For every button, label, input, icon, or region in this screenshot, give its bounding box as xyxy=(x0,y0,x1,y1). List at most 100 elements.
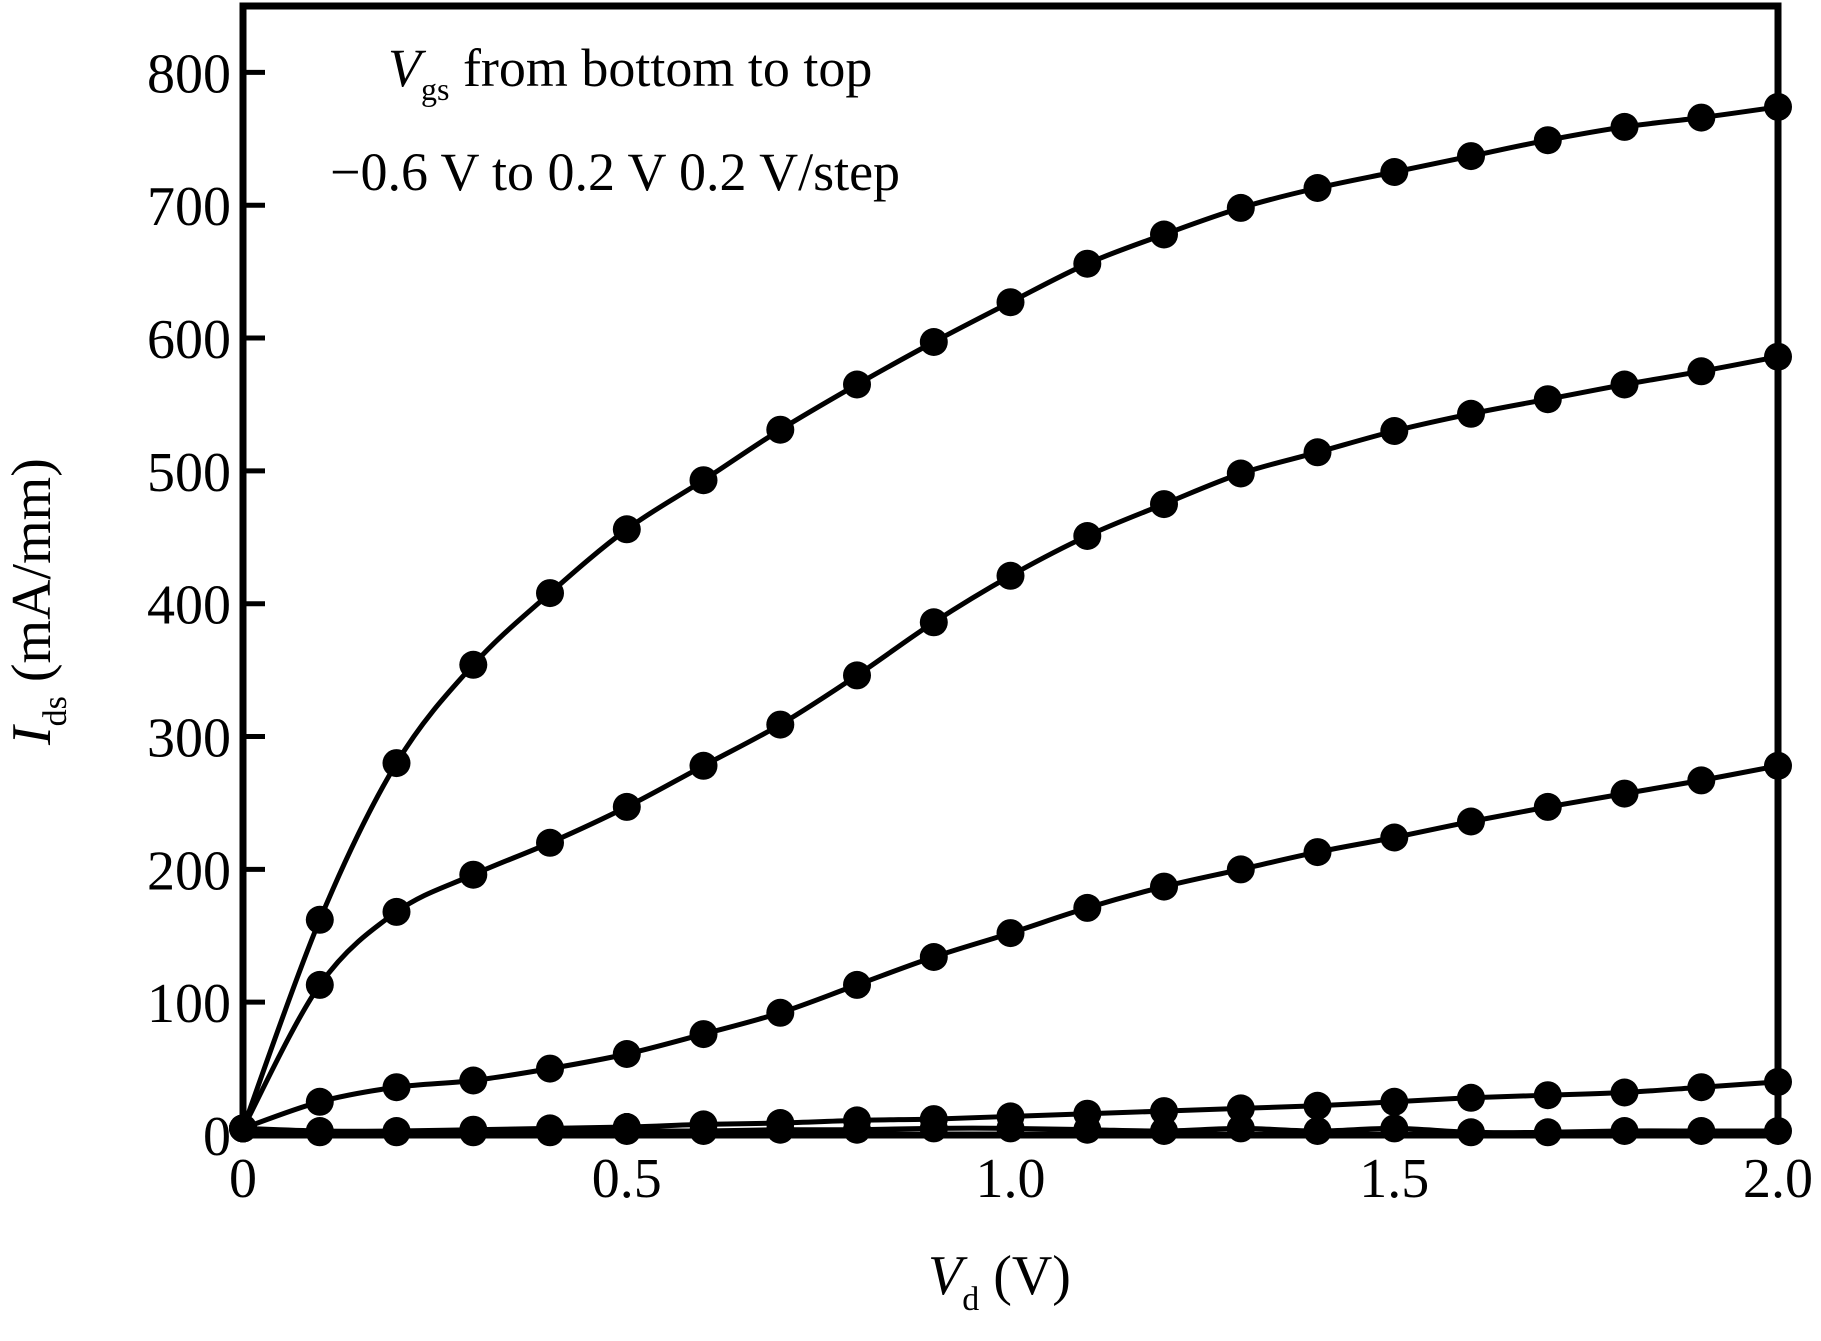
series-3-point xyxy=(536,1054,564,1083)
series-3-point xyxy=(1687,766,1716,795)
series-3-point xyxy=(1457,807,1485,836)
series-5-point xyxy=(612,515,641,544)
y-tick-label: 0 xyxy=(203,1106,231,1168)
series-5-point xyxy=(766,415,795,444)
annotation-text: from bottom to top xyxy=(449,38,872,98)
y-tick-label: 200 xyxy=(147,840,231,902)
series-2-point xyxy=(1533,1081,1562,1110)
y-tick-label: 300 xyxy=(147,708,231,770)
series-5-point xyxy=(459,650,488,679)
series-2-point xyxy=(1687,1073,1716,1102)
y-tick-label: 400 xyxy=(147,575,231,637)
series-2-point xyxy=(1226,1094,1255,1123)
series-3-point xyxy=(1533,792,1562,821)
series-2-point xyxy=(1150,1097,1178,1126)
y-tick-label: 700 xyxy=(147,176,231,238)
series-4-point xyxy=(1533,385,1562,414)
series-4-point xyxy=(305,970,334,999)
series-2-point xyxy=(1457,1083,1485,1112)
series-2-point xyxy=(1380,1087,1409,1116)
series-4-point xyxy=(612,792,641,821)
annotation-sub: gs xyxy=(421,71,449,107)
series-5-point xyxy=(1457,142,1485,171)
series-5-point xyxy=(1533,126,1562,155)
y-tick-label: 800 xyxy=(147,43,231,105)
series-4-point xyxy=(382,897,411,926)
series-3-point xyxy=(919,943,948,971)
series-2-point xyxy=(1610,1078,1639,1107)
series-line-5 xyxy=(240,104,1779,1130)
series-1-point xyxy=(1687,1117,1716,1145)
x-axis-sub: d xyxy=(962,1281,979,1318)
x-tick-label: 0.5 xyxy=(592,1148,662,1210)
series-2-point xyxy=(689,1110,718,1139)
series-5-point xyxy=(1150,220,1178,249)
series-3-point xyxy=(1380,823,1409,852)
series-5-point xyxy=(996,288,1025,317)
y-axis-title: Ids (mA/mm) xyxy=(1,458,74,746)
x-axis-title: Vd (V) xyxy=(928,1245,1071,1318)
series-5-point xyxy=(1226,193,1255,222)
annotation-var: V xyxy=(388,38,427,98)
series-4-point xyxy=(1150,490,1178,519)
x-tick-label: 1.0 xyxy=(976,1148,1046,1210)
x-tick-label: 1.5 xyxy=(1359,1148,1429,1210)
series-5-point xyxy=(1380,158,1409,186)
series-5-point xyxy=(689,466,718,495)
series-3-point xyxy=(996,919,1025,948)
x-tick-label: 0 xyxy=(229,1148,257,1210)
series-5-point xyxy=(382,749,411,778)
series-2-point xyxy=(1303,1091,1332,1120)
series-4-point xyxy=(919,608,948,637)
series-4-point xyxy=(1457,399,1485,428)
y-tick-label: 600 xyxy=(147,309,231,371)
series-5-point xyxy=(536,579,564,608)
series-5-point xyxy=(843,370,871,399)
series-3-point xyxy=(612,1040,641,1068)
series-5-point xyxy=(919,328,948,356)
series-1-point xyxy=(1303,1117,1332,1145)
series-3-point xyxy=(689,1020,718,1049)
series-4-point xyxy=(1380,417,1409,445)
series-5-point xyxy=(1687,103,1716,132)
series-2-point xyxy=(305,1117,334,1145)
series-3-point xyxy=(459,1066,488,1095)
series-4-point xyxy=(689,751,718,780)
y-axis-sub: ds xyxy=(37,696,74,726)
x-tick-label: 2.0 xyxy=(1743,1148,1813,1210)
y-axis-unit: (mA/mm) xyxy=(1,458,63,696)
y-tick-label: 500 xyxy=(147,442,231,504)
series-4-point xyxy=(843,661,871,690)
series-4-point xyxy=(1303,438,1332,467)
series-3-point xyxy=(1073,893,1102,922)
series-4-point xyxy=(1610,370,1639,399)
y-axis-var: I xyxy=(1,724,63,746)
series-2-point xyxy=(766,1109,795,1137)
series-4-point xyxy=(766,710,795,739)
series-layer xyxy=(229,92,1792,1147)
tick-layer: 0 0.5 1.0 1.5 2.0 0 100 200 300 400 500 600 700 800 xyxy=(147,43,1813,1210)
x-axis-var: V xyxy=(928,1245,968,1307)
series-3-point xyxy=(1303,838,1332,867)
x-axis-unit: (V) xyxy=(979,1245,1071,1307)
series-4-point xyxy=(1226,459,1255,488)
series-3-point xyxy=(1610,779,1639,808)
series-2-point xyxy=(459,1115,488,1144)
series-3-point xyxy=(1226,855,1255,884)
series-1-point xyxy=(1610,1117,1639,1145)
series-2-point xyxy=(919,1105,948,1134)
series-3-point xyxy=(1150,872,1178,901)
series-2-point xyxy=(843,1106,871,1135)
series-3-point xyxy=(766,998,795,1027)
series-4-point xyxy=(1073,522,1102,550)
series-3-point xyxy=(843,970,871,999)
annotation-line-1: Vgs from bottom to top xyxy=(388,38,872,107)
series-3-point xyxy=(305,1087,334,1116)
annotation-line-2: −0.6 V to 0.2 V 0.2 V/step xyxy=(330,142,900,202)
series-4-point xyxy=(459,860,488,889)
series-2-point xyxy=(1073,1099,1102,1128)
series-3-point xyxy=(382,1073,411,1102)
series-4-point xyxy=(996,561,1025,590)
